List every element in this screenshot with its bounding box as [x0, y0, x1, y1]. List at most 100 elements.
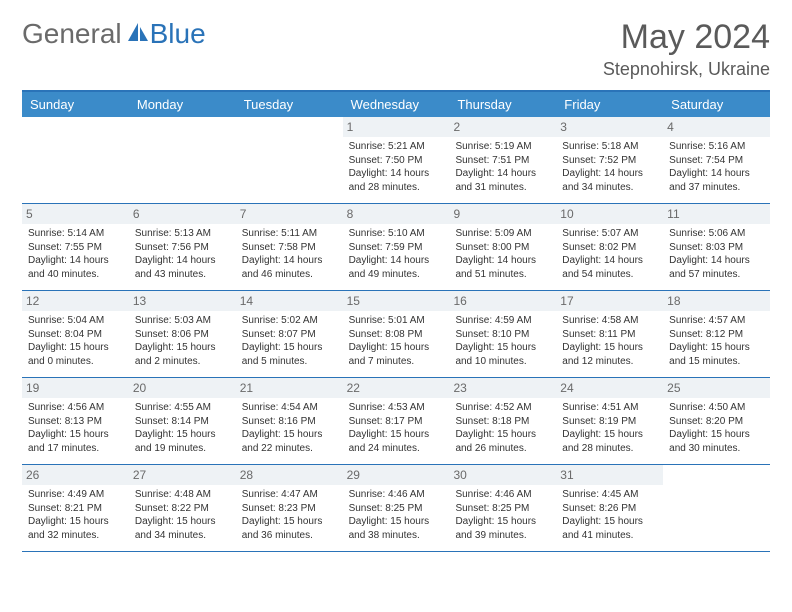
day-cell: 28Sunrise: 4:47 AMSunset: 8:23 PMDayligh…	[236, 465, 343, 551]
daylight-line-1: Daylight: 15 hours	[135, 515, 230, 529]
daylight-line-1: Daylight: 15 hours	[349, 428, 444, 442]
sunrise-line: Sunrise: 4:56 AM	[28, 401, 123, 415]
sunrise-line: Sunrise: 4:49 AM	[28, 488, 123, 502]
sunrise-line: Sunrise: 5:14 AM	[28, 227, 123, 241]
sunrise-line: Sunrise: 4:50 AM	[669, 401, 764, 415]
day-number: 25	[663, 378, 770, 398]
daylight-line-2: and 30 minutes.	[669, 442, 764, 456]
daylight-line-1: Daylight: 15 hours	[669, 341, 764, 355]
daylight-line-1: Daylight: 15 hours	[349, 341, 444, 355]
sunrise-line: Sunrise: 5:11 AM	[242, 227, 337, 241]
day-cell: 7Sunrise: 5:11 AMSunset: 7:58 PMDaylight…	[236, 204, 343, 290]
sunrise-line: Sunrise: 4:48 AM	[135, 488, 230, 502]
day-number: 6	[129, 204, 236, 224]
daylight-line-1: Daylight: 15 hours	[669, 428, 764, 442]
day-number: 10	[556, 204, 663, 224]
sunset-line: Sunset: 8:12 PM	[669, 328, 764, 342]
calendar: SundayMondayTuesdayWednesdayThursdayFrid…	[22, 90, 770, 552]
day-header: Friday	[556, 92, 663, 117]
day-cell: 11Sunrise: 5:06 AMSunset: 8:03 PMDayligh…	[663, 204, 770, 290]
daylight-line-2: and 57 minutes.	[669, 268, 764, 282]
day-number: 22	[343, 378, 450, 398]
sunset-line: Sunset: 8:18 PM	[455, 415, 550, 429]
month-title: May 2024	[603, 18, 770, 57]
day-cell: 16Sunrise: 4:59 AMSunset: 8:10 PMDayligh…	[449, 291, 556, 377]
daylight-line-1: Daylight: 14 hours	[669, 254, 764, 268]
sunrise-line: Sunrise: 4:58 AM	[562, 314, 657, 328]
sunset-line: Sunset: 8:11 PM	[562, 328, 657, 342]
daylight-line-1: Daylight: 14 hours	[455, 167, 550, 181]
title-block: May 2024 Stepnohirsk, Ukraine	[603, 18, 770, 80]
sunset-line: Sunset: 8:19 PM	[562, 415, 657, 429]
sunrise-line: Sunrise: 5:02 AM	[242, 314, 337, 328]
day-cell: 23Sunrise: 4:52 AMSunset: 8:18 PMDayligh…	[449, 378, 556, 464]
day-header: Monday	[129, 92, 236, 117]
daylight-line-2: and 36 minutes.	[242, 529, 337, 543]
daylight-line-2: and 34 minutes.	[562, 181, 657, 195]
week-row: 12Sunrise: 5:04 AMSunset: 8:04 PMDayligh…	[22, 291, 770, 378]
day-cell: 20Sunrise: 4:55 AMSunset: 8:14 PMDayligh…	[129, 378, 236, 464]
daylight-line-2: and 10 minutes.	[455, 355, 550, 369]
day-number: 13	[129, 291, 236, 311]
daylight-line-2: and 26 minutes.	[455, 442, 550, 456]
day-number: 11	[663, 204, 770, 224]
day-number: 16	[449, 291, 556, 311]
day-cell: 13Sunrise: 5:03 AMSunset: 8:06 PMDayligh…	[129, 291, 236, 377]
daylight-line-2: and 38 minutes.	[349, 529, 444, 543]
day-number: 29	[343, 465, 450, 485]
day-cell: 10Sunrise: 5:07 AMSunset: 8:02 PMDayligh…	[556, 204, 663, 290]
sunrise-line: Sunrise: 4:59 AM	[455, 314, 550, 328]
sunset-line: Sunset: 8:17 PM	[349, 415, 444, 429]
daylight-line-1: Daylight: 14 hours	[28, 254, 123, 268]
day-number: 4	[663, 117, 770, 137]
daylight-line-1: Daylight: 15 hours	[455, 428, 550, 442]
daylight-line-1: Daylight: 15 hours	[242, 515, 337, 529]
day-number: 27	[129, 465, 236, 485]
week-row: 19Sunrise: 4:56 AMSunset: 8:13 PMDayligh…	[22, 378, 770, 465]
sunset-line: Sunset: 8:26 PM	[562, 502, 657, 516]
week-row: 5Sunrise: 5:14 AMSunset: 7:55 PMDaylight…	[22, 204, 770, 291]
day-number: 15	[343, 291, 450, 311]
day-cell: 19Sunrise: 4:56 AMSunset: 8:13 PMDayligh…	[22, 378, 129, 464]
day-number: 28	[236, 465, 343, 485]
sunrise-line: Sunrise: 5:18 AM	[562, 140, 657, 154]
week-row: 26Sunrise: 4:49 AMSunset: 8:21 PMDayligh…	[22, 465, 770, 552]
day-number: 3	[556, 117, 663, 137]
daylight-line-2: and 28 minutes.	[349, 181, 444, 195]
sunrise-line: Sunrise: 5:01 AM	[349, 314, 444, 328]
daylight-line-2: and 43 minutes.	[135, 268, 230, 282]
sunset-line: Sunset: 8:14 PM	[135, 415, 230, 429]
day-header: Saturday	[663, 92, 770, 117]
day-number: 8	[343, 204, 450, 224]
daylight-line-2: and 37 minutes.	[669, 181, 764, 195]
sunrise-line: Sunrise: 5:06 AM	[669, 227, 764, 241]
day-number: 5	[22, 204, 129, 224]
sunset-line: Sunset: 8:22 PM	[135, 502, 230, 516]
sunrise-line: Sunrise: 5:07 AM	[562, 227, 657, 241]
day-cell: .	[129, 117, 236, 203]
calendar-header-row: SundayMondayTuesdayWednesdayThursdayFrid…	[22, 92, 770, 117]
daylight-line-1: Daylight: 15 hours	[455, 515, 550, 529]
sunrise-line: Sunrise: 5:19 AM	[455, 140, 550, 154]
daylight-line-2: and 39 minutes.	[455, 529, 550, 543]
sunset-line: Sunset: 7:50 PM	[349, 154, 444, 168]
sunset-line: Sunset: 7:58 PM	[242, 241, 337, 255]
sunset-line: Sunset: 8:16 PM	[242, 415, 337, 429]
sunrise-line: Sunrise: 4:53 AM	[349, 401, 444, 415]
daylight-line-2: and 19 minutes.	[135, 442, 230, 456]
day-number: 31	[556, 465, 663, 485]
day-number: 24	[556, 378, 663, 398]
sunset-line: Sunset: 8:23 PM	[242, 502, 337, 516]
daylight-line-1: Daylight: 15 hours	[455, 341, 550, 355]
sunset-line: Sunset: 8:06 PM	[135, 328, 230, 342]
sunrise-line: Sunrise: 5:21 AM	[349, 140, 444, 154]
sunrise-line: Sunrise: 5:13 AM	[135, 227, 230, 241]
sunset-line: Sunset: 8:02 PM	[562, 241, 657, 255]
day-cell: 21Sunrise: 4:54 AMSunset: 8:16 PMDayligh…	[236, 378, 343, 464]
daylight-line-2: and 46 minutes.	[242, 268, 337, 282]
day-number: 18	[663, 291, 770, 311]
day-number: 9	[449, 204, 556, 224]
daylight-line-2: and 41 minutes.	[562, 529, 657, 543]
day-header: Sunday	[22, 92, 129, 117]
day-cell: 8Sunrise: 5:10 AMSunset: 7:59 PMDaylight…	[343, 204, 450, 290]
